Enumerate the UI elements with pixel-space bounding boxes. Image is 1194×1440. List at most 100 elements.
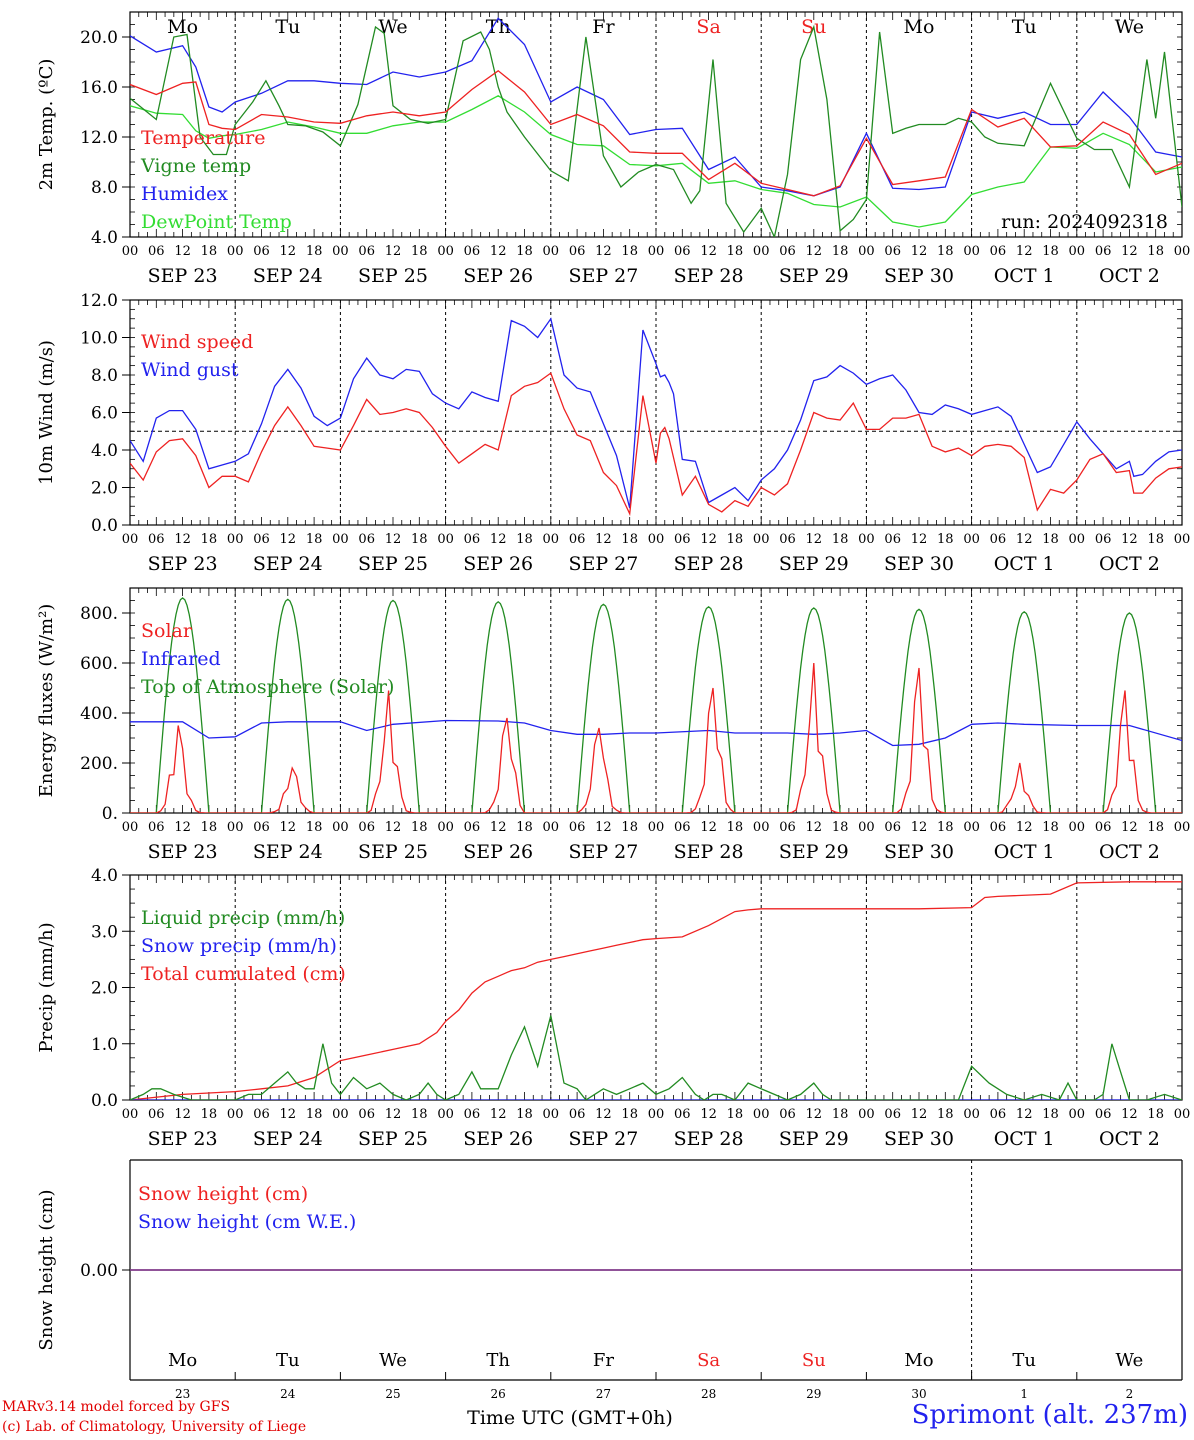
hour-tick-label: 18 xyxy=(411,244,428,259)
day-label: We xyxy=(378,16,407,38)
day-label: Tu xyxy=(276,1350,300,1371)
hour-tick-label: 18 xyxy=(937,820,954,835)
hour-tick-label: 12 xyxy=(385,532,402,547)
hour-tick-label: 00 xyxy=(1069,820,1086,835)
hour-tick-label: 06 xyxy=(569,820,586,835)
date-label: OCT 2 xyxy=(1099,841,1160,863)
legend-entry: Snow height (cm W.E.) xyxy=(138,1211,356,1233)
hour-tick-label: 06 xyxy=(464,244,481,259)
series-line xyxy=(130,372,1182,517)
series-group xyxy=(130,881,1182,1100)
date-label: SEP 23 xyxy=(148,841,218,863)
date-label: OCT 2 xyxy=(1099,1128,1160,1150)
hour-tick-label: 06 xyxy=(358,820,375,835)
hour-tick-label: 18 xyxy=(1147,244,1164,259)
hour-tick-label: 00 xyxy=(648,532,665,547)
day-label: Su xyxy=(802,1350,826,1371)
day-number: 23 xyxy=(175,1387,190,1401)
hour-tick-label: 18 xyxy=(201,1107,218,1122)
hour-tick-label: 12 xyxy=(174,820,191,835)
y-tick-label: 800. xyxy=(80,604,118,624)
hour-tick-label: 12 xyxy=(385,244,402,259)
hour-tick-label: 06 xyxy=(569,244,586,259)
date-label: SEP 29 xyxy=(779,553,849,575)
hour-tick-label: 00 xyxy=(332,532,349,547)
hour-tick-label: 18 xyxy=(937,244,954,259)
y-axis-title: Precip (mm/h) xyxy=(36,922,57,1052)
hour-tick-label: 00 xyxy=(122,820,139,835)
series-line xyxy=(130,24,1182,237)
y-axis-title: Energy fluxes (W/m²) xyxy=(36,604,57,798)
y-tick-label: 8.0 xyxy=(91,178,118,198)
legend-entry: Wind gust xyxy=(141,359,239,381)
plot-frame xyxy=(129,587,1183,814)
hour-tick-label: 00 xyxy=(122,1107,139,1122)
day-label: Tu xyxy=(1012,16,1037,38)
legend-entry: Temperature xyxy=(141,127,265,149)
hour-tick-label: 06 xyxy=(779,1107,796,1122)
hour-tick-label: 12 xyxy=(1121,532,1138,547)
legend-entry: DewPoint Temp xyxy=(141,211,292,233)
hour-tick-label: 18 xyxy=(937,532,954,547)
hour-tick-label: 18 xyxy=(621,244,638,259)
hour-tick-label: 06 xyxy=(779,532,796,547)
hour-tick-label: 18 xyxy=(411,1107,428,1122)
hour-tick-label: 00 xyxy=(227,244,244,259)
hour-tick-label: 18 xyxy=(516,244,533,259)
hour-tick-label: 00 xyxy=(1069,532,1086,547)
y-tick-label: 20.0 xyxy=(80,28,118,48)
series-group xyxy=(130,597,1182,813)
legend-entry: Snow precip (mm/h) xyxy=(141,935,337,957)
day-number: 1 xyxy=(1020,1387,1028,1401)
hour-tick-label: 12 xyxy=(280,820,297,835)
series-line xyxy=(130,17,1182,197)
hour-tick-label: 12 xyxy=(1016,1107,1033,1122)
date-label: SEP 23 xyxy=(148,1128,218,1150)
hour-tick-label: 06 xyxy=(464,532,481,547)
hour-tick-label: 00 xyxy=(437,1107,454,1122)
hour-tick-label: 06 xyxy=(779,820,796,835)
legend-entry: Top of Atmosphere (Solar) xyxy=(141,676,394,698)
date-label: SEP 29 xyxy=(779,1128,849,1150)
hour-tick-label: 18 xyxy=(516,532,533,547)
hour-tick-label: 00 xyxy=(332,244,349,259)
hour-tick-label: 12 xyxy=(911,820,928,835)
hour-tick-label: 06 xyxy=(148,1107,165,1122)
date-label: SEP 28 xyxy=(674,265,744,287)
hour-tick-label: 18 xyxy=(727,820,744,835)
series-line xyxy=(130,1015,1182,1100)
date-label: SEP 29 xyxy=(779,265,849,287)
hour-tick-label: 18 xyxy=(1147,820,1164,835)
hour-tick-label: 06 xyxy=(253,1107,270,1122)
hour-tick-label: 00 xyxy=(648,820,665,835)
y-tick-label: 400. xyxy=(80,704,118,724)
hour-tick-label: 18 xyxy=(306,244,323,259)
series-line xyxy=(130,95,1182,228)
y-tick-label: 2.0 xyxy=(91,979,118,999)
day-number: 29 xyxy=(806,1387,821,1401)
day-label: Sa xyxy=(696,16,720,38)
y-axis-title: 2m Temp. (ºC) xyxy=(36,59,57,191)
y-tick-label: 4.0 xyxy=(91,441,118,461)
day-label: Mo xyxy=(167,16,198,38)
hour-tick-label: 06 xyxy=(674,1107,691,1122)
date-label: SEP 27 xyxy=(568,553,638,575)
day-label: We xyxy=(379,1350,407,1371)
legend-entry: Snow height (cm) xyxy=(138,1183,308,1205)
panel-1: 00 06 12 18 00 06 12 18 00 06 12 18 00 06 12 18 00 06 12 18… xyxy=(36,11,1190,287)
hour-tick-label: 12 xyxy=(700,1107,717,1122)
hour-tick-label: 18 xyxy=(1042,820,1059,835)
date-label: SEP 26 xyxy=(463,265,533,287)
hour-tick-label: 06 xyxy=(1095,1107,1112,1122)
legend-entry: Total cumulated (cm) xyxy=(141,963,346,985)
hour-tick-label: 06 xyxy=(148,244,165,259)
date-label: SEP 24 xyxy=(253,841,323,863)
day-label: We xyxy=(1115,16,1144,38)
hour-tick-label: 06 xyxy=(884,820,901,835)
date-label: OCT 2 xyxy=(1099,265,1160,287)
series-line xyxy=(130,662,1182,813)
y-tick-label: 600. xyxy=(80,654,118,674)
panel-4: 00 06 12 18 00 06 12 18 00 06 12 18 00 06 12 18 00 06 12 18… xyxy=(36,866,1190,1150)
hour-tick-label: 06 xyxy=(358,532,375,547)
date-label: SEP 25 xyxy=(358,1128,428,1150)
